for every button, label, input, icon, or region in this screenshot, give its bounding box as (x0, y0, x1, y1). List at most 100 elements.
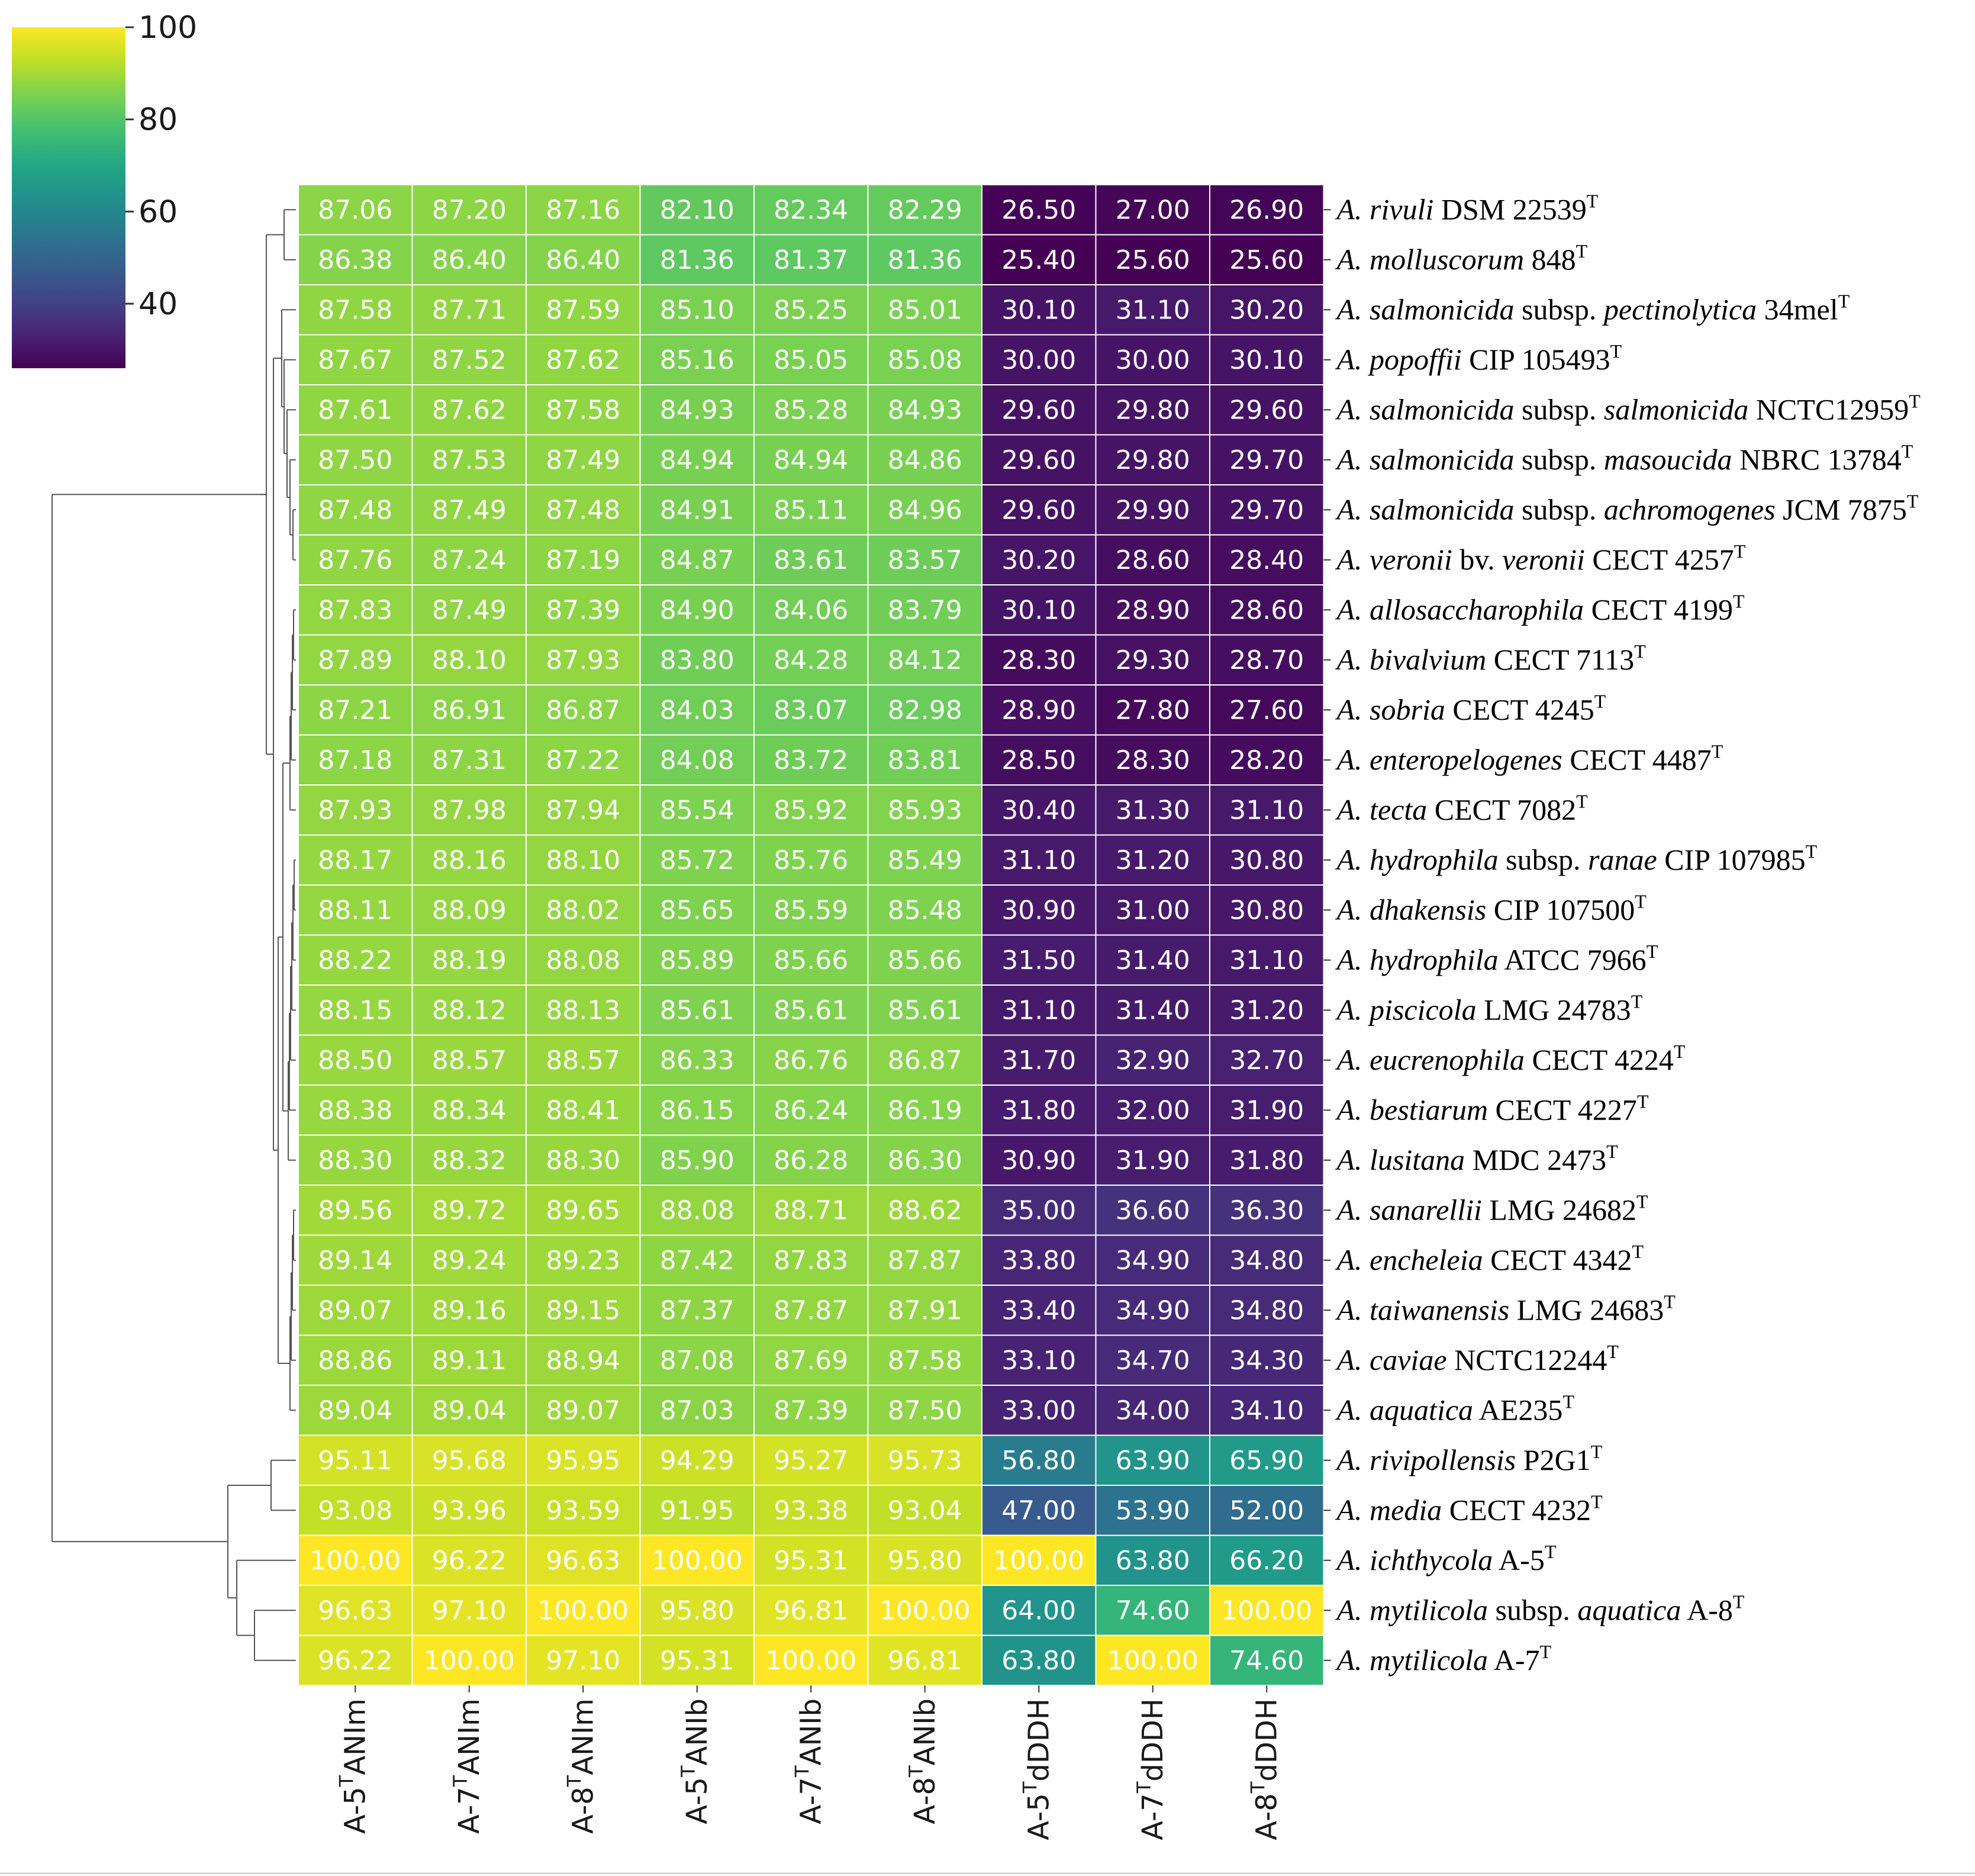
row-dendrogram (51, 209, 296, 1661)
cell-value-label: 87.91 (888, 1295, 962, 1325)
column-label-suffix: ANIm (453, 1698, 486, 1775)
row-label: A. encheleia CECT 4342T (1335, 1241, 1644, 1276)
cell-value-label: 63.90 (1116, 1446, 1190, 1476)
column-label-prefix: A-7 (794, 1777, 827, 1824)
cell-value-label: 83.80 (660, 645, 734, 675)
column-label: A-8TdDDH (1246, 1698, 1283, 1840)
row-label-part: T (1674, 1041, 1686, 1062)
cell-value-label: 95.27 (774, 1446, 848, 1476)
cell-value-label: 88.62 (888, 1195, 962, 1225)
cell-value-label: 29.80 (1116, 395, 1190, 425)
heatmap-cell (411, 534, 527, 585)
heatmap-cell (753, 834, 869, 886)
heatmap-cell (867, 884, 982, 936)
cell-value-label: 88.08 (546, 945, 620, 976)
heatmap-cell (753, 434, 869, 485)
cell-value-label: 31.30 (1116, 795, 1190, 825)
heatmap-cell (1095, 1185, 1210, 1236)
row-label: A. salmonicida subsp. masoucida NBRC 137… (1335, 440, 1913, 476)
cell-value-label: 85.90 (660, 1145, 734, 1176)
cell-value-label: 28.90 (1001, 695, 1076, 725)
heatmap-cell (1209, 1634, 1325, 1686)
cell-value-label: 89.11 (432, 1346, 507, 1376)
cell-value-label: 85.05 (774, 345, 848, 375)
column-label-sup: T (335, 1775, 357, 1787)
cell-value-label: 100.00 (424, 1646, 515, 1676)
cell-value-label: 93.38 (774, 1495, 848, 1526)
column-label-suffix: ANIm (339, 1698, 372, 1775)
heatmap-cell (298, 1285, 413, 1336)
column-label: A-5TANIb (677, 1698, 714, 1824)
row-label-part: veronii (1502, 543, 1585, 576)
row-label-part: hydrophila (1370, 943, 1499, 976)
cell-value-label: 87.61 (318, 395, 392, 425)
row-label-part: T (1636, 1190, 1648, 1212)
heatmap-cell (981, 884, 1097, 936)
row-label-part: LMG 24783 (1477, 993, 1631, 1026)
row-label: A. mytilicola A-7T (1335, 1641, 1552, 1677)
row-label-part: subsp. (1514, 392, 1603, 426)
heatmap-cell (867, 384, 982, 436)
cell-value-label: 100.00 (993, 1546, 1084, 1576)
cell-value-label: 87.58 (318, 295, 392, 325)
row-label: A. popoffii CIP 105493T (1335, 340, 1622, 376)
row-label: A. bivalvium CECT 7113T (1335, 641, 1647, 676)
cell-value-label: 85.61 (660, 995, 734, 1025)
cell-value-label: 100.00 (879, 1595, 971, 1626)
heatmap-cell (1209, 1485, 1325, 1536)
cell-value-label: 28.60 (1229, 595, 1304, 625)
heatmap-cell (639, 1434, 755, 1486)
row-label-part: A. (1335, 392, 1370, 426)
row-label-part: T (1637, 1090, 1649, 1112)
cell-value-label: 87.49 (546, 445, 620, 475)
cell-value-label: 85.66 (774, 945, 848, 976)
heatmap-cell (526, 384, 641, 436)
cell-value-label: 34.80 (1229, 1295, 1304, 1325)
heatmap-cell (526, 184, 641, 236)
heatmap-cell (981, 1634, 1097, 1686)
row-label-part: T (1606, 1141, 1618, 1162)
heatmap-cell (526, 1134, 641, 1186)
heatmap-cell (411, 684, 527, 736)
row-label-part: A. (1335, 1543, 1370, 1576)
cell-value-label: 28.70 (1229, 645, 1304, 675)
row-label-part: T (1576, 790, 1588, 812)
heatmap-cell (1095, 534, 1210, 585)
row-label-part: rivuli (1370, 192, 1433, 226)
row-label: A. taiwanensis LMG 24683T (1335, 1291, 1676, 1326)
heatmap-cell (298, 584, 413, 636)
cell-value-label: 65.90 (1229, 1446, 1304, 1476)
heatmap-cell (981, 1334, 1097, 1386)
row-label-part: sobria (1370, 693, 1445, 726)
cell-value-label: 83.72 (774, 745, 848, 776)
cell-value-label: 87.08 (660, 1346, 734, 1376)
cell-value-label: 30.90 (1001, 1145, 1076, 1176)
heatmap-cell (981, 1234, 1097, 1286)
cell-value-label: 89.15 (546, 1295, 620, 1325)
heatmap-cell (867, 1234, 982, 1286)
cell-value-label: 85.28 (774, 395, 848, 425)
cell-value-label: 86.19 (888, 1095, 962, 1125)
cell-value-label: 47.00 (1001, 1495, 1076, 1526)
cell-value-label: 86.40 (546, 245, 620, 275)
heatmap-cell (1209, 1185, 1325, 1236)
row-label-part: AE235 (1473, 1393, 1562, 1426)
cell-value-label: 28.60 (1116, 545, 1190, 575)
cell-value-label: 88.94 (546, 1346, 620, 1376)
column-label-suffix: ANIm (566, 1698, 600, 1775)
cell-value-label: 31.70 (1001, 1045, 1076, 1076)
heatmap-cell (867, 1134, 982, 1186)
heatmap-cells: 87.06 87.20 87.16 82.10 82.34 82.29 26.50 27.00… (298, 184, 1325, 1686)
cell-value-label: 97.10 (546, 1646, 620, 1676)
cell-value-label: 34.70 (1116, 1346, 1190, 1376)
heatmap-cell (981, 734, 1097, 786)
cell-value-label: 88.11 (318, 895, 392, 925)
row-label-part: A. (1335, 1293, 1370, 1326)
cell-value-label: 86.30 (888, 1145, 962, 1176)
row-label-part: taiwanensis (1370, 1293, 1509, 1326)
row-label-part: A. (1335, 993, 1370, 1026)
heatmap-cell (411, 734, 527, 786)
heatmap-cell (411, 934, 527, 986)
heatmap-cell (526, 234, 641, 285)
cell-value-label: 88.19 (432, 945, 507, 976)
